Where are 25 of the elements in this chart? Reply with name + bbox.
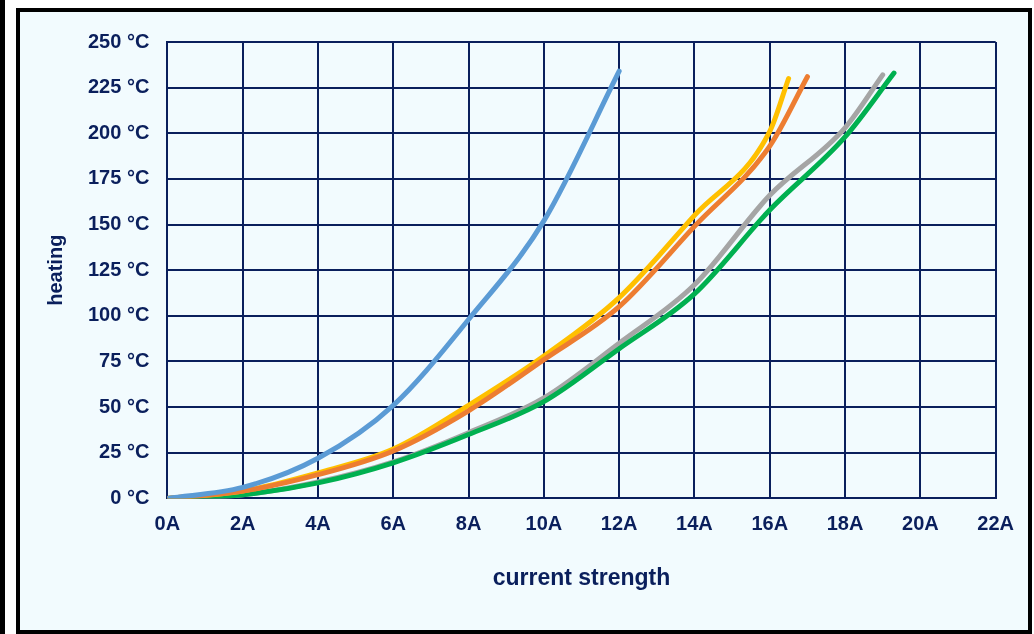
y-axis-title: heating [43,234,66,306]
x-tick-label: 16A [751,511,789,534]
y-tick-label: 50 °C [99,394,150,417]
x-tick-label: 14A [676,511,713,534]
y-tick-label: 75 °C [99,349,150,371]
x-tick-label: 12A [600,511,638,534]
x-tick-label: 22A [977,511,1015,534]
x-tick-label: 8A [455,511,482,534]
y-tick-label: 100 °C [87,303,150,326]
y-tick-label: 225 °C [87,75,150,98]
x-axis-title: current strength [492,563,671,590]
x-tick-label: 10A [525,511,563,534]
y-tick-label: 0 °C [110,485,150,508]
y-tick-label: 200 °C [87,120,150,143]
y-tick-label: 25 °C [99,440,150,463]
y-tick-label: 150 °C [87,212,150,235]
y-tick-label: 175 °C [87,166,150,189]
x-tick-label: 18A [826,511,864,534]
x-tick-label: 4A [305,511,331,534]
y-tick-label: 125 °C [87,257,150,280]
x-tick-label: 20A [902,511,939,534]
y-tick-label: 250 °C [87,29,150,52]
x-tick-label: 2A [229,511,256,534]
x-tick-label: 0A [154,511,181,534]
x-tick-label: 6A [380,511,407,534]
